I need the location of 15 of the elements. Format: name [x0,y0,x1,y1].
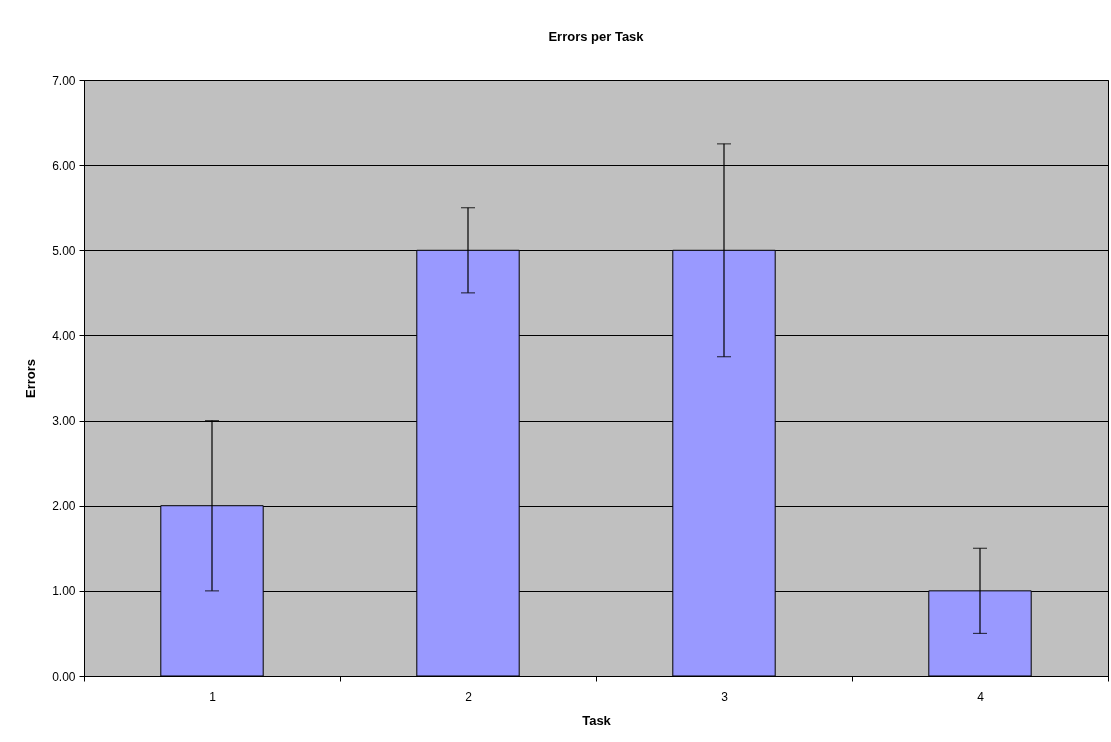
y-tick-label: 4.00 [52,328,76,343]
x-tick-label: 4 [977,689,985,704]
x-tick-label: 1 [209,689,217,704]
y-tick-label: 3.00 [52,414,76,429]
y-axis-title: Errors [23,358,39,399]
y-tick-label: 1.00 [52,584,76,599]
y-tick-label: 5.00 [52,243,76,258]
chart-title: Errors per Task [548,29,645,44]
y-tick-label: 2.00 [52,499,76,514]
x-axis-title: Task [582,712,612,728]
x-tick-label: 3 [721,689,729,704]
x-tick-label: 2 [465,689,473,704]
y-tick-label: 7.00 [52,73,76,88]
y-tick-label: 0.00 [52,669,76,684]
y-tick-label: 6.00 [52,158,76,173]
